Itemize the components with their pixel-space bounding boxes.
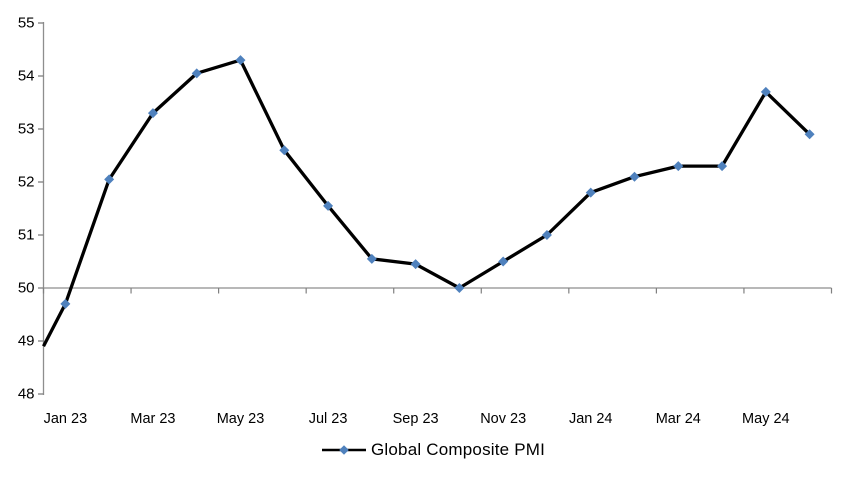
x-axis-label: Jan 23 xyxy=(44,411,88,427)
data-point-marker xyxy=(498,256,509,267)
legend-series-icon xyxy=(322,445,366,455)
data-point-marker xyxy=(717,161,728,172)
chart-legend: Global Composite PMI xyxy=(322,440,545,460)
x-axis-label: Mar 24 xyxy=(656,411,701,427)
data-point-marker xyxy=(191,68,202,79)
data-point-marker xyxy=(60,298,71,309)
data-point-marker xyxy=(760,86,771,97)
data-point-marker xyxy=(541,230,552,240)
data-point-marker xyxy=(235,55,246,66)
legend-diamond-marker-icon xyxy=(339,445,349,455)
x-axis-label: May 23 xyxy=(217,411,265,427)
y-axis-label: 54 xyxy=(18,68,35,85)
y-axis-label: 50 xyxy=(18,280,35,297)
data-point-marker xyxy=(147,108,158,119)
data-point-marker xyxy=(104,174,115,185)
y-axis-label: 51 xyxy=(18,227,35,244)
data-point-marker xyxy=(673,161,684,172)
y-axis-label: 49 xyxy=(18,333,35,350)
x-axis-label: Sep 23 xyxy=(393,411,439,427)
data-point-marker xyxy=(585,187,596,198)
data-point-marker xyxy=(366,253,377,264)
data-point-marker xyxy=(323,200,334,211)
y-axis-label: 53 xyxy=(18,121,35,138)
y-axis-label: 55 xyxy=(18,15,35,32)
x-axis-label: Mar 23 xyxy=(130,411,175,427)
y-axis-label: 48 xyxy=(18,386,35,403)
x-axis-label: May 24 xyxy=(742,411,790,427)
data-point-marker xyxy=(410,259,421,270)
data-point-marker xyxy=(279,145,290,156)
data-point-marker xyxy=(804,129,815,140)
x-axis-label: Nov 23 xyxy=(480,411,526,427)
series-line xyxy=(42,58,811,348)
x-axis-label: Jan 24 xyxy=(569,411,613,427)
data-point-marker xyxy=(629,171,640,182)
legend-series-label: Global Composite PMI xyxy=(371,440,546,459)
data-point-marker xyxy=(454,283,465,293)
y-axis-label: 52 xyxy=(18,174,35,191)
x-axis-label: Jul 23 xyxy=(309,411,348,427)
